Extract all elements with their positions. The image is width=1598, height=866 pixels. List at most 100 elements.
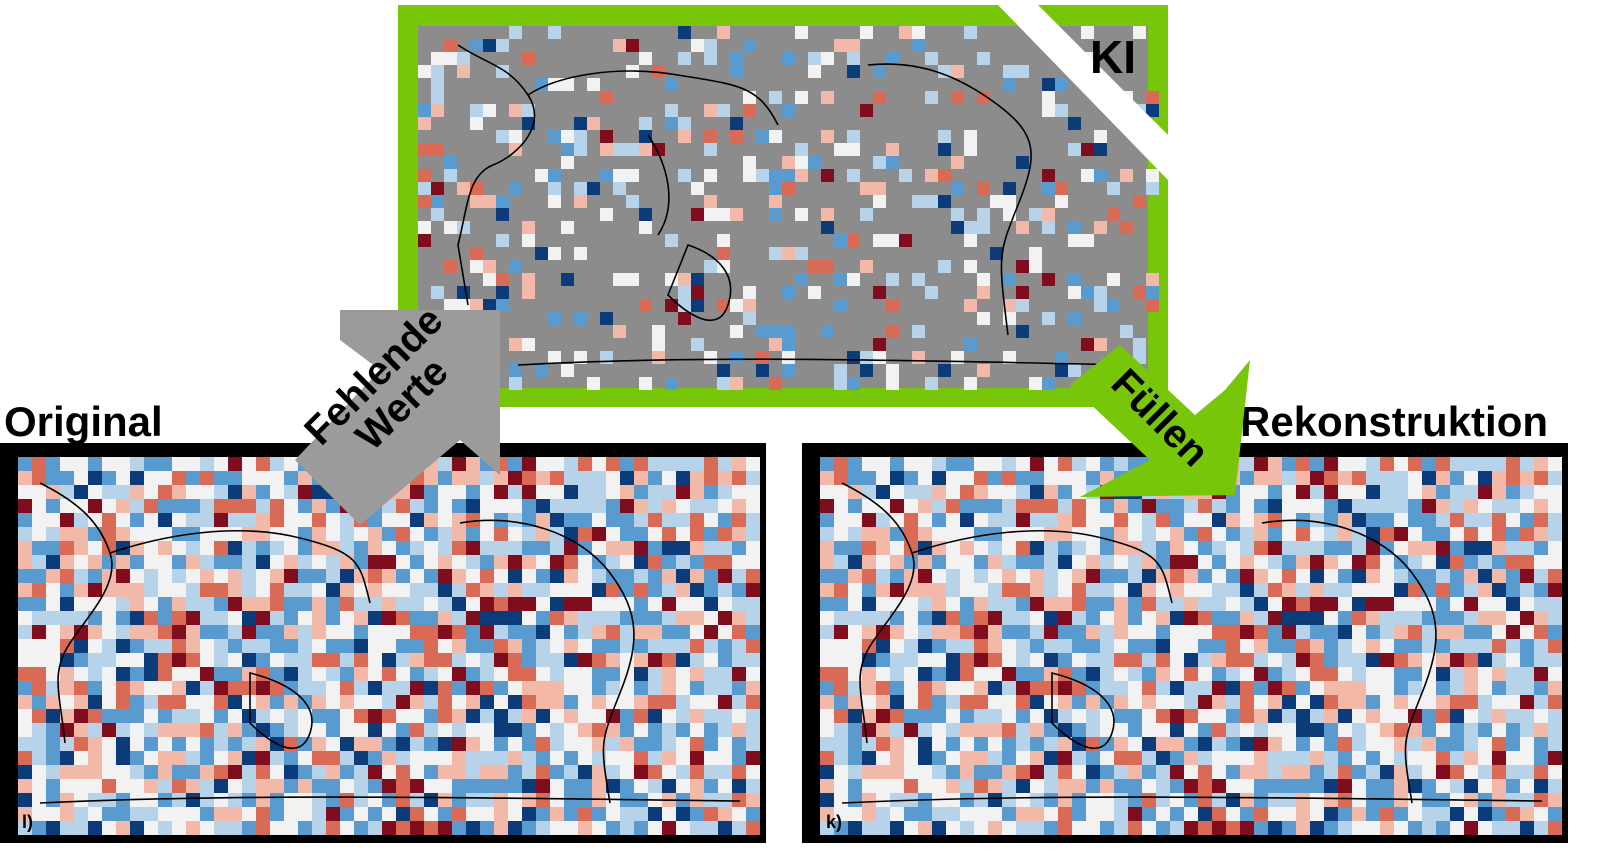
- anomaly-cell: [1492, 681, 1506, 695]
- anomaly-cell: [172, 555, 186, 569]
- anomaly-cell: [704, 39, 717, 52]
- anomaly-cell: [228, 709, 242, 723]
- anomaly-cell: [1058, 793, 1072, 807]
- anomaly-cell: [1212, 737, 1226, 751]
- anomaly-cell: [396, 611, 410, 625]
- anomaly-cell: [718, 821, 732, 835]
- anomaly-cell: [32, 695, 46, 709]
- anomaly-cell: [480, 499, 494, 513]
- anomaly-cell: [1016, 513, 1030, 527]
- anomaly-cell: [1268, 555, 1282, 569]
- anomaly-cell: [1268, 625, 1282, 639]
- anomaly-cell: [144, 555, 158, 569]
- anomaly-cell: [298, 723, 312, 737]
- anomaly-cell: [452, 527, 466, 541]
- anomaly-cell: [116, 681, 130, 695]
- anomaly-cell: [732, 485, 746, 499]
- anomaly-cell: [466, 485, 480, 499]
- anomaly-cell: [1184, 513, 1198, 527]
- anomaly-cell: [951, 91, 964, 104]
- anomaly-cell: [932, 667, 946, 681]
- anomaly-cell: [382, 513, 396, 527]
- anomaly-cell: [1212, 681, 1226, 695]
- anomaly-cell: [1058, 597, 1072, 611]
- anomaly-cell: [676, 807, 690, 821]
- anomaly-cell: [1366, 765, 1380, 779]
- anomaly-cell: [1394, 681, 1408, 695]
- anomaly-cell: [1240, 639, 1254, 653]
- anomaly-cell: [186, 695, 200, 709]
- anomaly-cell: [662, 821, 676, 835]
- anomaly-cell: [1094, 169, 1107, 182]
- anomaly-cell: [1394, 569, 1408, 583]
- anomaly-cell: [648, 709, 662, 723]
- anomaly-cell: [1408, 667, 1422, 681]
- anomaly-cell: [228, 611, 242, 625]
- anomaly-cell: [60, 625, 74, 639]
- anomaly-cell: [1394, 807, 1408, 821]
- anomaly-cell: [340, 541, 354, 555]
- anomaly-cell: [496, 299, 509, 312]
- anomaly-cell: [1042, 104, 1055, 117]
- anomaly-cell: [1296, 611, 1310, 625]
- anomaly-cell: [1268, 499, 1282, 513]
- anomaly-cell: [717, 247, 730, 260]
- anomaly-cell: [1366, 569, 1380, 583]
- anomaly-cell: [834, 471, 848, 485]
- anomaly-cell: [354, 555, 368, 569]
- anomaly-cell: [648, 583, 662, 597]
- anomaly-cell: [988, 779, 1002, 793]
- anomaly-cell: [354, 807, 368, 821]
- anomaly-cell: [848, 569, 862, 583]
- anomaly-cell: [564, 611, 578, 625]
- anomaly-cell: [1534, 569, 1548, 583]
- anomaly-cell: [718, 611, 732, 625]
- anomaly-cell: [676, 597, 690, 611]
- anomaly-cell: [732, 527, 746, 541]
- anomaly-cell: [200, 597, 214, 611]
- anomaly-cell: [938, 65, 951, 78]
- anomaly-cell: [1044, 723, 1058, 737]
- anomaly-cell: [438, 611, 452, 625]
- anomaly-cell: [730, 351, 743, 364]
- anomaly-cell: [480, 723, 494, 737]
- anomaly-cell: [1002, 807, 1016, 821]
- anomaly-cell: [743, 312, 756, 325]
- anomaly-cell: [186, 681, 200, 695]
- anomaly-cell: [873, 234, 886, 247]
- anomaly-cell: [704, 709, 718, 723]
- anomaly-cell: [242, 541, 256, 555]
- anomaly-cell: [1520, 737, 1534, 751]
- anomaly-cell: [1478, 625, 1492, 639]
- anomaly-cell: [974, 779, 988, 793]
- anomaly-cell: [1170, 709, 1184, 723]
- anomaly-cell: [284, 569, 298, 583]
- anomaly-cell: [214, 485, 228, 499]
- anomaly-cell: [382, 639, 396, 653]
- anomaly-cell: [665, 78, 678, 91]
- anomaly-cell: [648, 625, 662, 639]
- anomaly-cell: [904, 471, 918, 485]
- anomaly-cell: [974, 709, 988, 723]
- anomaly-cell: [200, 751, 214, 765]
- anomaly-cell: [704, 611, 718, 625]
- anomaly-cell: [1240, 569, 1254, 583]
- anomaly-cell: [834, 639, 848, 653]
- anomaly-cell: [18, 751, 32, 765]
- anomaly-cell: [256, 583, 270, 597]
- anomaly-cell: [1282, 611, 1296, 625]
- anomaly-cell: [1198, 807, 1212, 821]
- anomaly-cell: [578, 527, 592, 541]
- anomaly-cell: [1058, 695, 1072, 709]
- anomaly-cell: [690, 695, 704, 709]
- anomaly-cell: [1198, 821, 1212, 835]
- anomaly-cell: [704, 52, 717, 65]
- anomaly-cell: [1380, 555, 1394, 569]
- anomaly-cell: [918, 527, 932, 541]
- anomaly-cell: [1100, 625, 1114, 639]
- anomaly-cell: [1422, 821, 1436, 835]
- anomaly-cell: [228, 583, 242, 597]
- anomaly-cell: [1198, 653, 1212, 667]
- anomaly-cell: [862, 457, 876, 471]
- anomaly-cell: [102, 681, 116, 695]
